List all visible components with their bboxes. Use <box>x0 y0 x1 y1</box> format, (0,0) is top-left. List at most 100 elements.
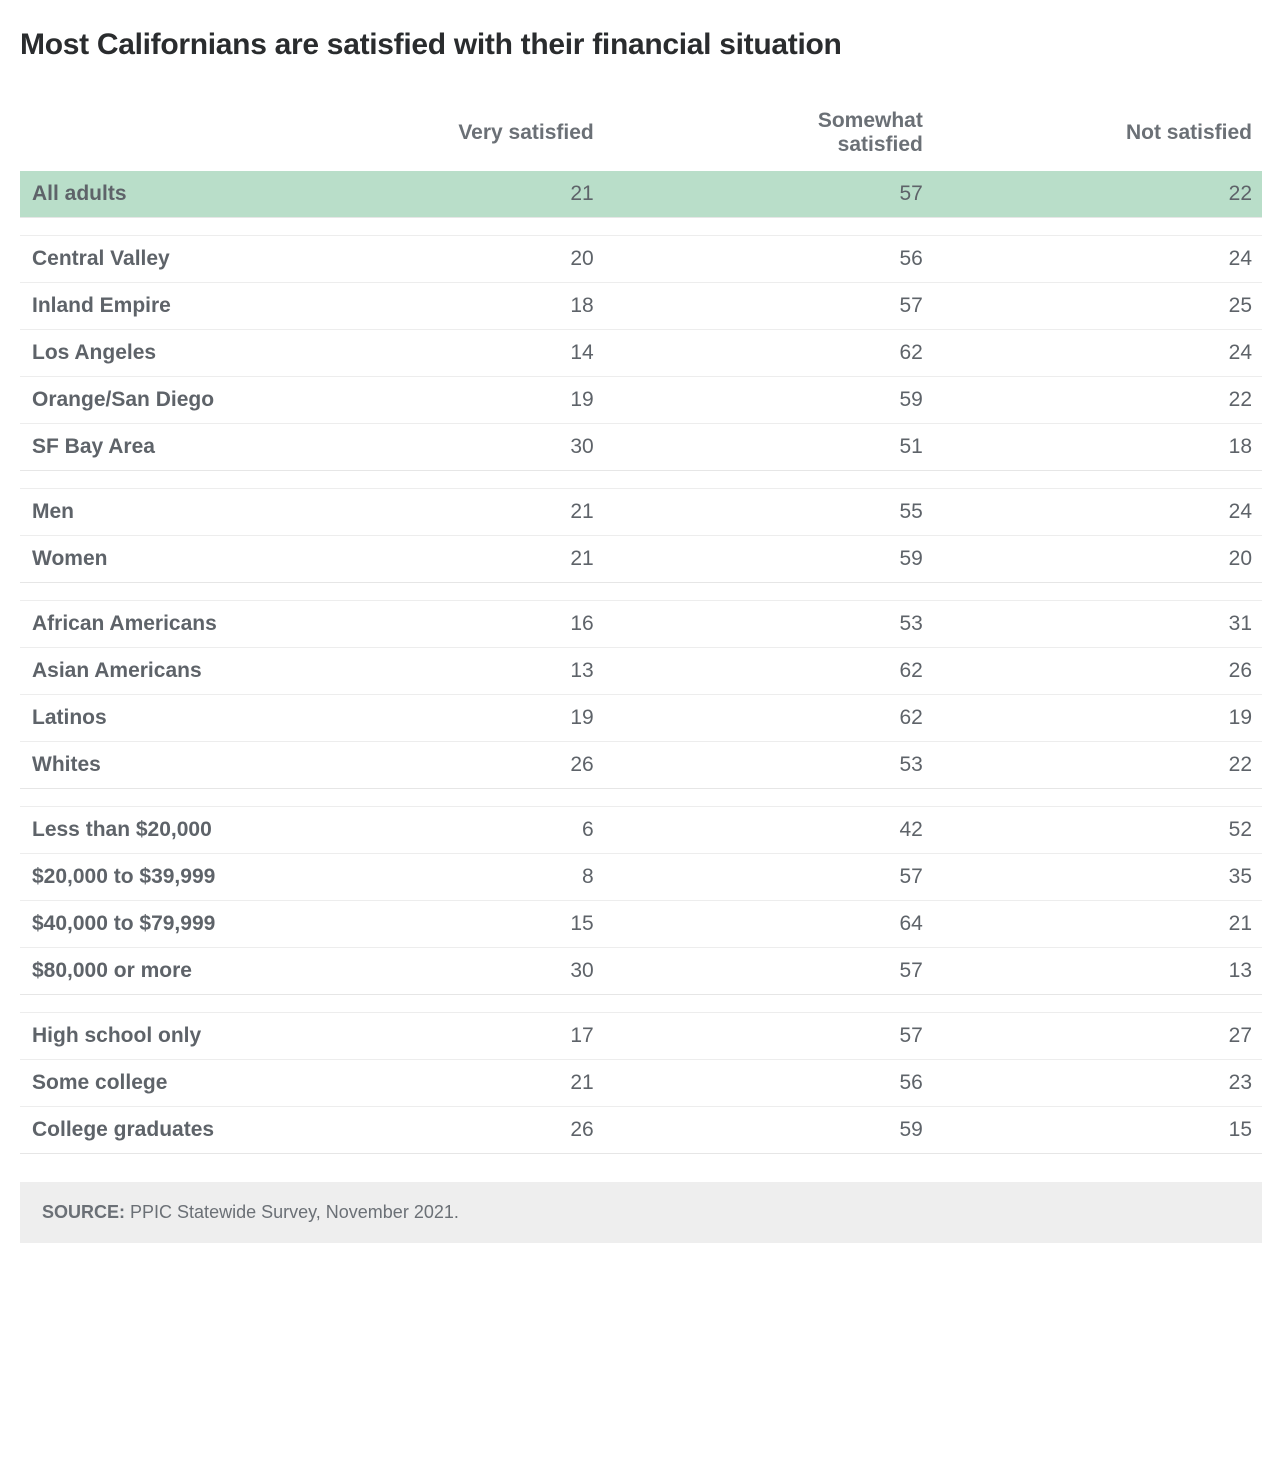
cell-gap <box>604 536 722 583</box>
cell-gap <box>604 854 722 901</box>
cell-value: 25 <box>1051 283 1262 330</box>
cell-gap <box>604 424 722 471</box>
cell-value: 31 <box>1051 601 1262 648</box>
cell-gap <box>933 283 1051 330</box>
table-row: Women215920 <box>20 536 1262 583</box>
cell-value: 26 <box>393 1107 604 1154</box>
cell-value: 30 <box>393 424 604 471</box>
cell-gap <box>604 948 722 995</box>
cell-gap <box>933 1107 1051 1154</box>
cell-gap <box>933 1060 1051 1107</box>
row-label: Some college <box>20 1060 393 1107</box>
cell-value: 55 <box>722 489 933 536</box>
cell-gap <box>933 695 1051 742</box>
row-label: Women <box>20 536 393 583</box>
cell-value: 18 <box>393 283 604 330</box>
cell-value: 30 <box>393 948 604 995</box>
cell-value: 21 <box>393 536 604 583</box>
cell-gap <box>933 1013 1051 1060</box>
cell-value: 17 <box>393 1013 604 1060</box>
cell-value: 57 <box>722 283 933 330</box>
cell-gap <box>933 424 1051 471</box>
cell-value: 16 <box>393 601 604 648</box>
cell-value: 21 <box>393 171 604 218</box>
row-label: Asian Americans <box>20 648 393 695</box>
chart-title: Most Californians are satisfied with the… <box>20 28 1262 62</box>
cell-value: 57 <box>722 854 933 901</box>
cell-value: 22 <box>1051 742 1262 789</box>
cell-value: 57 <box>722 1013 933 1060</box>
cell-gap <box>604 330 722 377</box>
row-label: Latinos <box>20 695 393 742</box>
cell-value: 62 <box>722 648 933 695</box>
row-label: College graduates <box>20 1107 393 1154</box>
row-label: Central Valley <box>20 236 393 283</box>
row-label: $20,000 to $39,999 <box>20 854 393 901</box>
cell-gap <box>933 807 1051 854</box>
row-label: Inland Empire <box>20 283 393 330</box>
cell-value: 13 <box>1051 948 1262 995</box>
row-label: Men <box>20 489 393 536</box>
table-header-row: Very satisfied Somewhat satisfied Not sa… <box>20 98 1262 171</box>
col-header: Somewhat satisfied <box>722 98 933 171</box>
row-label: $80,000 or more <box>20 948 393 995</box>
cell-value: 26 <box>1051 648 1262 695</box>
cell-value: 20 <box>1051 536 1262 583</box>
row-label: SF Bay Area <box>20 424 393 471</box>
cell-value: 35 <box>1051 854 1262 901</box>
row-label: Whites <box>20 742 393 789</box>
cell-value: 22 <box>1051 171 1262 218</box>
table-row: Less than $20,00064252 <box>20 807 1262 854</box>
table-row: SF Bay Area305118 <box>20 424 1262 471</box>
source-note: SOURCE: PPIC Statewide Survey, November … <box>20 1182 1262 1243</box>
cell-gap <box>604 648 722 695</box>
cell-gap <box>933 948 1051 995</box>
row-label: All adults <box>20 171 393 218</box>
cell-value: 27 <box>1051 1013 1262 1060</box>
cell-gap <box>604 1013 722 1060</box>
table-row: All adults21 57 22 <box>20 171 1262 218</box>
col-header: Not satisfied <box>1051 98 1262 171</box>
cell-gap <box>604 377 722 424</box>
group-spacer <box>20 218 1262 236</box>
table-row: Asian Americans13 62 26 <box>20 648 1262 695</box>
cell-value: 14 <box>393 330 604 377</box>
cell-value: 24 <box>1051 489 1262 536</box>
cell-gap <box>604 171 722 218</box>
row-label: $40,000 to $79,999 <box>20 901 393 948</box>
cell-value: 23 <box>1051 1060 1262 1107</box>
cell-value: 6 <box>393 807 604 854</box>
cell-value: 21 <box>1051 901 1262 948</box>
cell-value: 59 <box>722 1107 933 1154</box>
cell-value: 26 <box>393 742 604 789</box>
table-row: Latinos196219 <box>20 695 1262 742</box>
cell-value: 18 <box>1051 424 1262 471</box>
cell-gap <box>933 536 1051 583</box>
cell-gap <box>933 377 1051 424</box>
cell-value: 20 <box>393 236 604 283</box>
cell-value: 57 <box>722 948 933 995</box>
table-row: Los Angeles146224 <box>20 330 1262 377</box>
cell-value: 22 <box>1051 377 1262 424</box>
cell-gap <box>604 283 722 330</box>
cell-gap <box>604 695 722 742</box>
cell-value: 19 <box>393 695 604 742</box>
cell-value: 56 <box>722 236 933 283</box>
cell-value: 62 <box>722 695 933 742</box>
cell-value: 57 <box>722 171 933 218</box>
cell-value: 13 <box>393 648 604 695</box>
cell-value: 42 <box>722 807 933 854</box>
cell-value: 24 <box>1051 330 1262 377</box>
row-label: African Americans <box>20 601 393 648</box>
cell-value: 21 <box>393 489 604 536</box>
cell-value: 52 <box>1051 807 1262 854</box>
cell-gap <box>933 648 1051 695</box>
cell-gap <box>604 489 722 536</box>
cell-gap <box>933 171 1051 218</box>
cell-value: 15 <box>1051 1107 1262 1154</box>
cell-gap <box>604 901 722 948</box>
cell-gap <box>933 601 1051 648</box>
cell-gap <box>933 330 1051 377</box>
cell-gap <box>933 854 1051 901</box>
table-row: Whites265322 <box>20 742 1262 789</box>
